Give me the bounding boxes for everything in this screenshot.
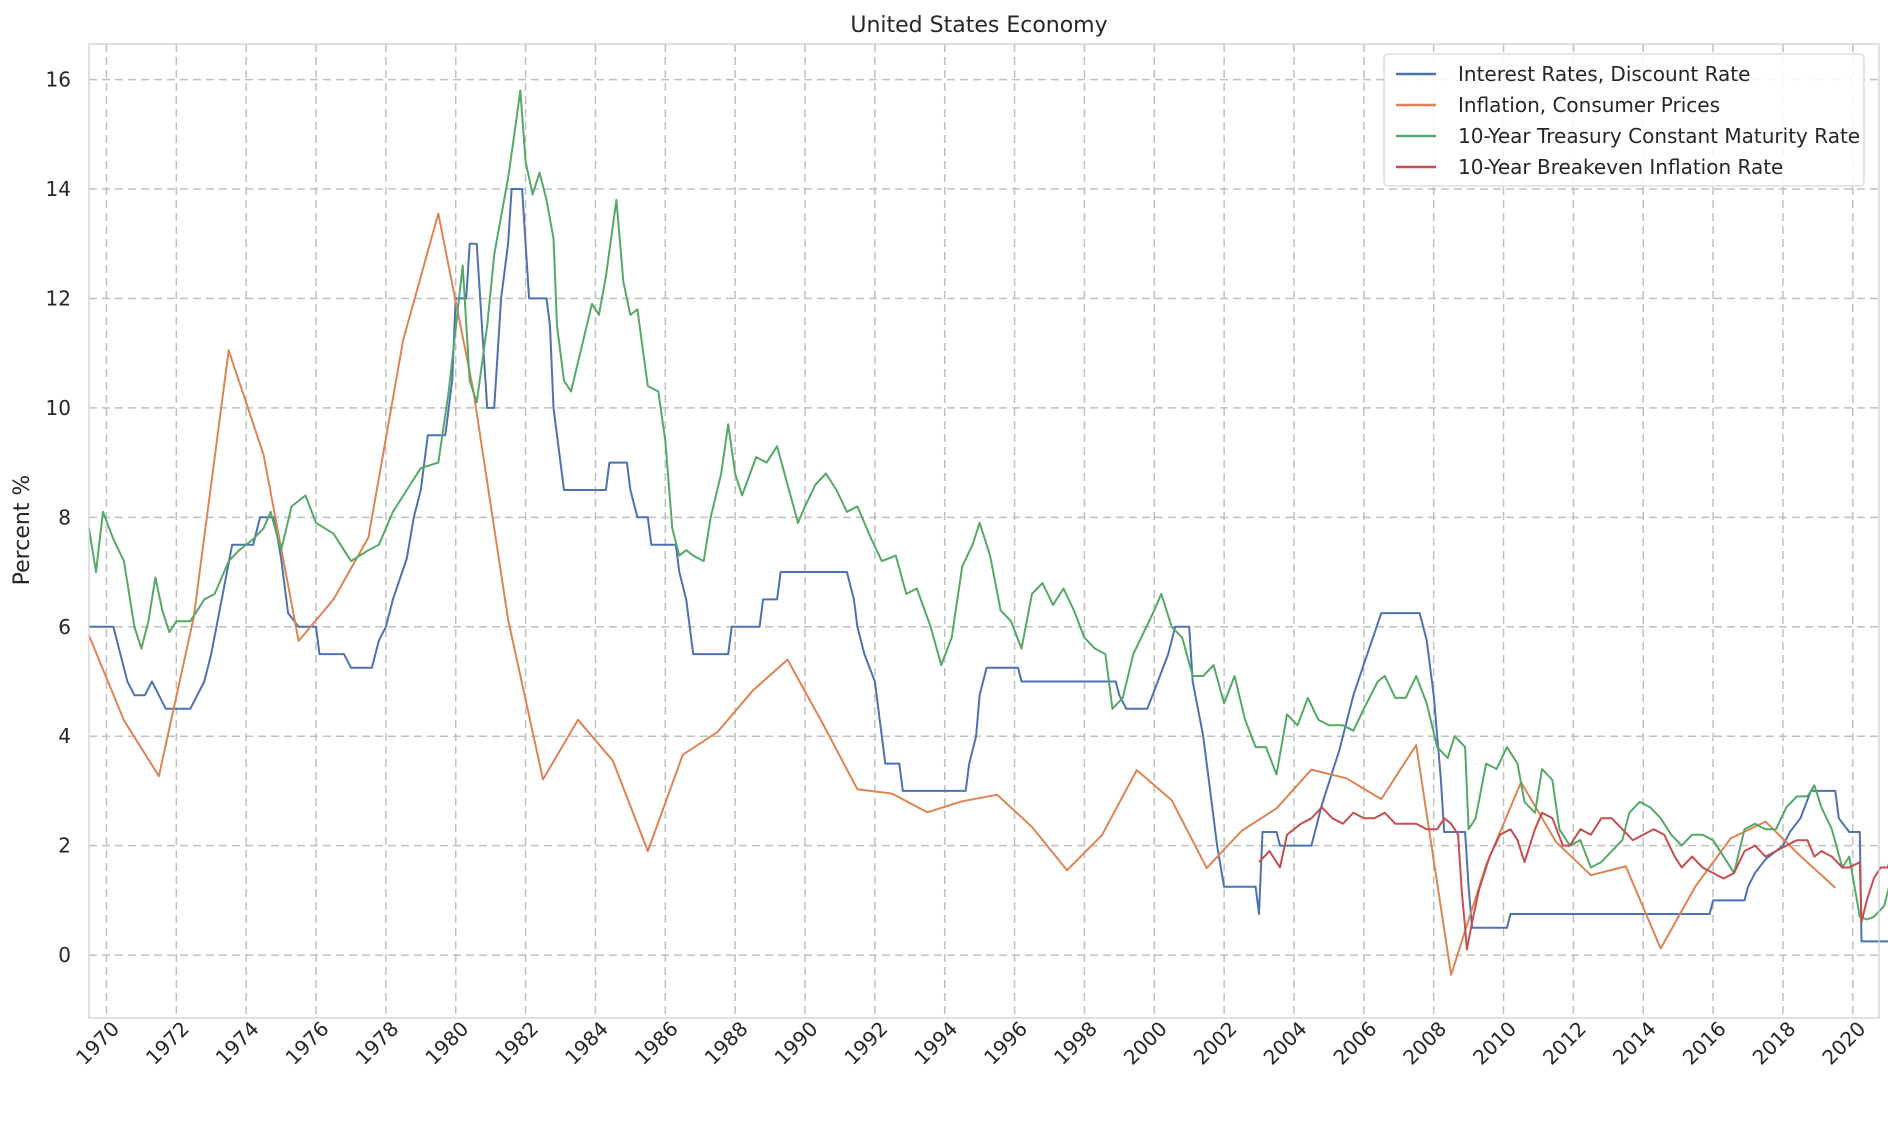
legend: Interest Rates, Discount Rate Inflation, … bbox=[1383, 53, 1865, 187]
plot-area-frame bbox=[88, 43, 1880, 1019]
y-tick-label: 12 bbox=[46, 286, 71, 310]
y-tick-label: 4 bbox=[58, 724, 71, 748]
y-axis-ticks: 0 2 4 6 8 10 12 14 16 bbox=[46, 68, 71, 968]
y-tick-label: 14 bbox=[46, 177, 71, 201]
y-tick-label: 8 bbox=[58, 505, 71, 529]
legend-label: Interest Rates, Discount Rate bbox=[1458, 62, 1750, 86]
legend-label: 10-Year Treasury Constant Maturity Rate bbox=[1458, 124, 1860, 148]
y-tick-label: 10 bbox=[46, 396, 71, 420]
y-axis-label: Percent % bbox=[10, 475, 35, 586]
series-line bbox=[1258, 806, 1888, 951]
y-tick-label: 0 bbox=[58, 943, 71, 967]
legend-box bbox=[1383, 53, 1865, 187]
chart-title: United States Economy bbox=[850, 13, 1107, 38]
y-tick-label: 2 bbox=[58, 834, 71, 858]
y-tick-label: 6 bbox=[58, 615, 71, 639]
series-line bbox=[88, 89, 1888, 921]
legend-label: 10-Year Breakeven Inflation Rate bbox=[1458, 155, 1783, 179]
series-line bbox=[88, 212, 1836, 976]
legend-label: Inflation, Consumer Prices bbox=[1458, 93, 1720, 117]
y-tick-label: 16 bbox=[46, 68, 71, 92]
series-lines bbox=[88, 89, 1888, 976]
series-line bbox=[89, 188, 1888, 943]
